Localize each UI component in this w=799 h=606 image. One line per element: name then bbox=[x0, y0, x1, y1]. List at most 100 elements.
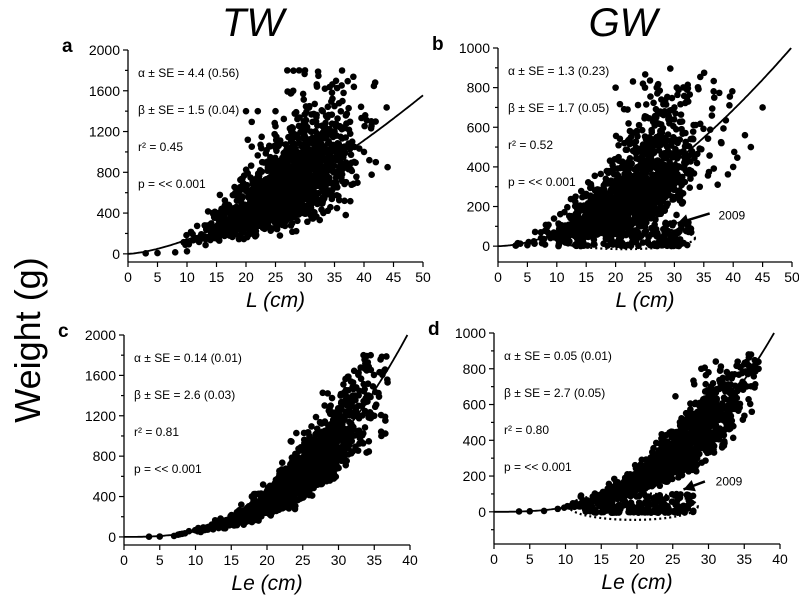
x-axis-label: Le (cm) bbox=[231, 572, 302, 595]
data-point bbox=[340, 381, 347, 388]
data-point bbox=[626, 127, 634, 135]
data-point bbox=[301, 139, 309, 146]
x-tick-label: 35 bbox=[696, 269, 712, 285]
data-point bbox=[348, 449, 355, 457]
data-point bbox=[678, 118, 686, 125]
data-point bbox=[189, 230, 196, 238]
data-point bbox=[658, 164, 665, 172]
x-tick-label: 45 bbox=[386, 269, 402, 285]
data-point bbox=[687, 175, 694, 182]
data-point bbox=[287, 222, 295, 229]
data-point bbox=[704, 135, 712, 142]
data-point bbox=[218, 216, 226, 224]
x-tick-label: 30 bbox=[667, 269, 683, 285]
data-point bbox=[648, 126, 655, 134]
data-point bbox=[372, 401, 380, 408]
data-point bbox=[569, 219, 576, 227]
panel-letter: a bbox=[62, 36, 73, 57]
data-point bbox=[638, 166, 646, 173]
data-point bbox=[221, 210, 229, 217]
data-point bbox=[371, 79, 379, 86]
data-point bbox=[696, 145, 703, 152]
fit-curve bbox=[128, 94, 424, 255]
data-point bbox=[616, 135, 624, 143]
stat-line: α ± SE = 1.3 (0.23) bbox=[508, 64, 609, 78]
x-tick-label: 5 bbox=[156, 552, 164, 568]
data-point bbox=[238, 501, 245, 508]
data-point bbox=[352, 159, 359, 166]
data-point bbox=[331, 102, 338, 110]
data-point bbox=[759, 104, 766, 111]
data-point bbox=[254, 107, 262, 115]
y-tick-label: 600 bbox=[467, 119, 491, 135]
data-point bbox=[272, 162, 280, 169]
data-point bbox=[670, 116, 678, 123]
data-point bbox=[631, 210, 638, 217]
data-point bbox=[272, 136, 280, 144]
data-point bbox=[706, 152, 713, 159]
data-point bbox=[346, 130, 354, 137]
data-point bbox=[638, 174, 645, 181]
data-point bbox=[708, 105, 716, 112]
data-point bbox=[183, 247, 191, 255]
fit-statistics: α ± SE = 1.3 (0.23)β ± SE = 1.7 (0.05)r²… bbox=[508, 64, 609, 189]
data-point bbox=[196, 236, 204, 243]
x-tick-label: 50 bbox=[784, 269, 799, 285]
data-point bbox=[586, 207, 593, 215]
data-point bbox=[661, 190, 668, 197]
data-point bbox=[242, 107, 250, 115]
data-point bbox=[372, 118, 379, 125]
y-tick-label: 400 bbox=[467, 159, 491, 175]
data-point bbox=[654, 210, 662, 218]
data-point bbox=[327, 203, 334, 211]
data-point bbox=[637, 222, 645, 230]
x-tick-label: 40 bbox=[402, 552, 418, 568]
data-point bbox=[609, 219, 617, 227]
data-point bbox=[360, 148, 368, 156]
x-tick-label: 40 bbox=[725, 269, 741, 285]
x-tick-label: 0 bbox=[124, 269, 132, 285]
data-point bbox=[337, 399, 345, 407]
data-point bbox=[662, 177, 670, 184]
data-point bbox=[372, 158, 380, 166]
data-point bbox=[632, 150, 640, 157]
highlight-ellipse bbox=[552, 226, 697, 251]
data-point bbox=[614, 171, 622, 179]
data-point bbox=[652, 135, 660, 142]
data-point bbox=[658, 129, 666, 136]
data-point bbox=[254, 170, 262, 177]
data-point bbox=[679, 198, 687, 206]
data-point bbox=[324, 103, 332, 111]
data-point bbox=[245, 203, 253, 211]
y-tick-label: 800 bbox=[467, 80, 491, 96]
x-tick-label: 5 bbox=[524, 269, 532, 285]
data-point bbox=[347, 197, 354, 205]
data-point bbox=[589, 226, 596, 234]
data-point bbox=[299, 168, 307, 176]
data-point bbox=[612, 84, 619, 91]
data-point bbox=[201, 222, 208, 229]
data-point bbox=[277, 217, 285, 225]
data-point bbox=[312, 128, 319, 135]
data-point bbox=[678, 125, 685, 133]
x-tick-label: 50 bbox=[415, 269, 431, 285]
data-point bbox=[306, 166, 314, 174]
data-point bbox=[347, 151, 355, 159]
data-point bbox=[329, 141, 337, 149]
data-point bbox=[705, 168, 713, 176]
data-point bbox=[338, 135, 346, 142]
data-point bbox=[289, 129, 297, 137]
data-point bbox=[654, 108, 662, 116]
data-point bbox=[383, 104, 390, 111]
y-tick-label: 1600 bbox=[89, 83, 120, 99]
data-point bbox=[353, 173, 360, 181]
data-point bbox=[258, 144, 265, 152]
y-tick-label: 800 bbox=[93, 448, 117, 464]
data-point bbox=[234, 189, 241, 196]
data-point bbox=[269, 212, 277, 220]
data-point bbox=[645, 233, 652, 241]
data-point bbox=[661, 97, 669, 105]
data-point bbox=[641, 71, 649, 78]
data-point bbox=[272, 206, 280, 214]
data-point bbox=[338, 171, 346, 178]
